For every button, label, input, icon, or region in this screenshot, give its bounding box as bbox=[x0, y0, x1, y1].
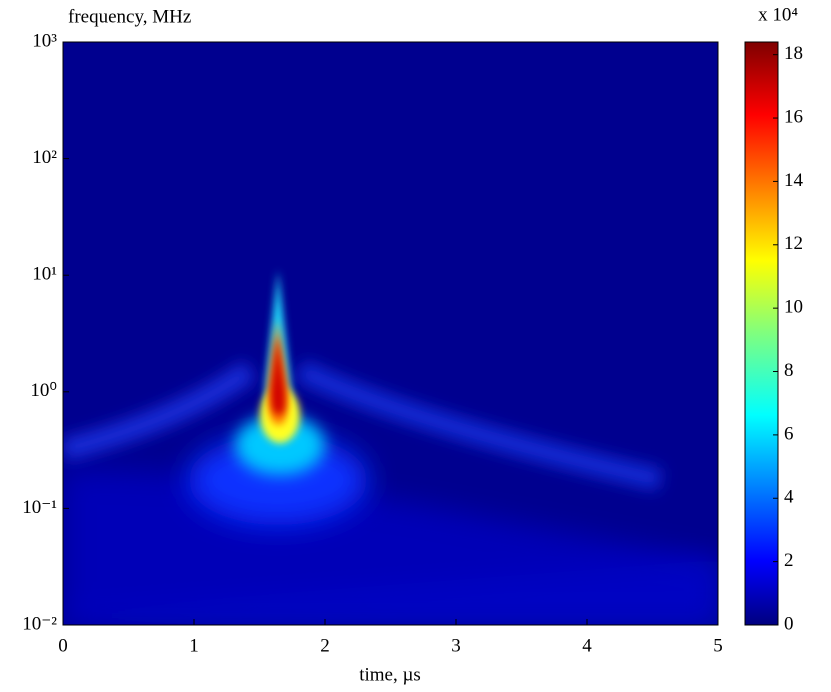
colorbar-tick-label: 12 bbox=[784, 233, 803, 254]
y-tick-label: 10³ bbox=[32, 30, 57, 51]
x-tick-label: 4 bbox=[582, 635, 592, 656]
x-tick-label: 3 bbox=[451, 635, 461, 656]
x-tick-label: 1 bbox=[189, 635, 199, 656]
y-tick-label: 10⁻² bbox=[22, 613, 57, 634]
y-tick-label: 10² bbox=[32, 147, 57, 168]
colorbar-tick-label: 10 bbox=[784, 297, 803, 318]
heatmap-image bbox=[63, 42, 718, 625]
y-tick-label: 10⁰ bbox=[30, 380, 57, 401]
x-tick-label: 0 bbox=[58, 635, 68, 656]
colorbar-tick-label: 4 bbox=[784, 487, 794, 508]
colorbar-tick-label: 2 bbox=[784, 550, 794, 571]
y-tick-label: 10¹ bbox=[32, 264, 57, 285]
colorbar-tick-label: 18 bbox=[784, 43, 803, 64]
x-axis-label: time, µs bbox=[359, 664, 421, 685]
colorbar-tick-label: 14 bbox=[784, 170, 804, 191]
colorbar-tick-label: 16 bbox=[784, 106, 803, 127]
colorbar-tick-label: 0 bbox=[784, 613, 794, 634]
plot-frame bbox=[62, 41, 719, 626]
colorbar-tick-label: 6 bbox=[784, 423, 794, 444]
y-tick-label: 10⁻¹ bbox=[22, 497, 57, 518]
colorbar-multiplier: x 10⁴ bbox=[758, 4, 798, 25]
colorbar bbox=[744, 41, 779, 626]
x-tick-label: 2 bbox=[320, 635, 330, 656]
colorbar-tick-label: 8 bbox=[784, 360, 794, 381]
x-tick-label: 5 bbox=[713, 635, 723, 656]
y-axis-label: frequency, MHz bbox=[68, 6, 191, 27]
